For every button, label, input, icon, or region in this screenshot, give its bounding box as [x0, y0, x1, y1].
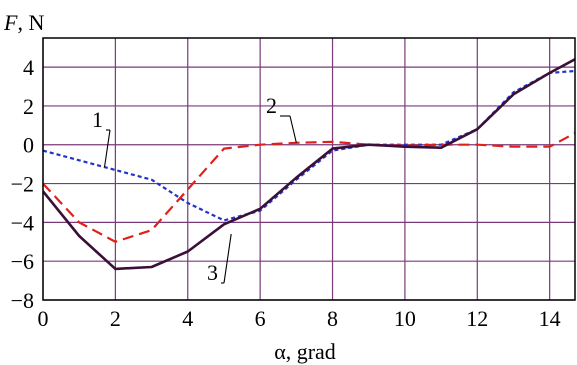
x-tick-label: 10: [394, 306, 416, 331]
series-label-1: 1: [92, 107, 103, 132]
series-label-3: 3: [207, 260, 218, 285]
y-tick-label: −6: [11, 249, 34, 274]
series-line-2: [43, 132, 575, 243]
y-tick-label: 2: [23, 94, 34, 119]
y-tick-label: 4: [23, 55, 34, 80]
y-tick-label: 0: [23, 133, 34, 158]
x-tick-label: 0: [38, 306, 49, 331]
y-axis-label-symbol: F: [3, 10, 18, 35]
series-layer: [43, 58, 575, 271]
x-tick-label: 12: [466, 306, 488, 331]
leader-line-2: [289, 115, 297, 143]
x-tick-labels: 0 2 4 6 8 10 12 14: [38, 306, 561, 331]
y-tick-label: −8: [11, 288, 34, 313]
x-tick-label: 4: [182, 306, 193, 331]
plot-frame: [42, 37, 576, 301]
y-tick-labels: −8 −6 −4 −2 0 2 4: [11, 55, 34, 313]
x-axis-label: α, grad: [274, 339, 336, 364]
leader-line-1: [103, 129, 111, 168]
series-label-leaders: 1 2 3: [92, 93, 297, 285]
x-tick-label: 2: [110, 306, 121, 331]
x-tick-label: 8: [327, 306, 338, 331]
y-axis-label: F, N: [3, 10, 44, 35]
x-tick-label: 6: [255, 306, 266, 331]
y-tick-label: −2: [11, 172, 34, 197]
leader-line-3: [223, 233, 232, 284]
x-tick-label: 14: [539, 306, 561, 331]
series-label-2: 2: [266, 93, 277, 118]
y-axis-label-unit: , N: [17, 10, 44, 35]
series-line-1: [43, 69, 575, 222]
y-tick-label: −4: [11, 210, 34, 235]
series-line-3: [43, 58, 575, 271]
